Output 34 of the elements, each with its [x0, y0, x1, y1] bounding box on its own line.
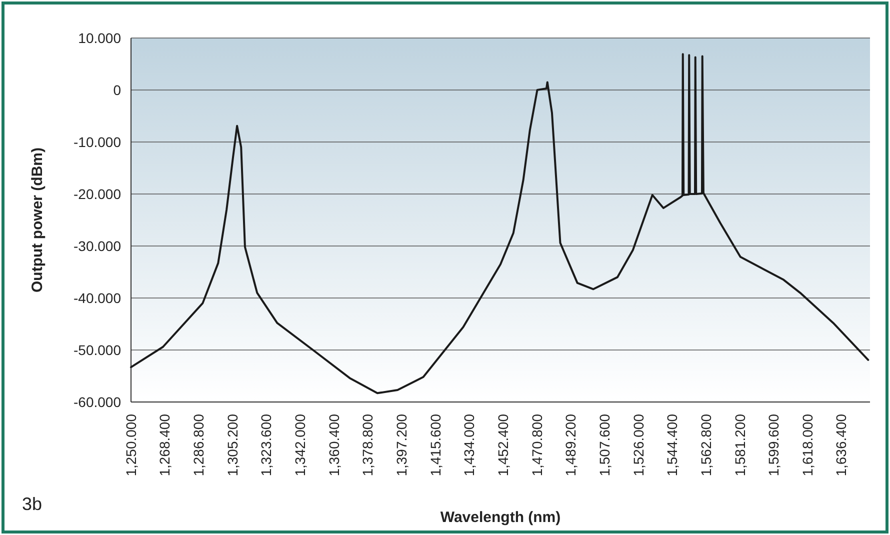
x-tick-label: 1,268.400 — [156, 414, 173, 476]
x-tick-label: 1,415.600 — [427, 414, 444, 476]
x-tick-label: 1,323.600 — [258, 414, 274, 476]
x-tick-label: 1,562.800 — [698, 414, 714, 476]
x-tick-label: 1,286.800 — [190, 414, 207, 476]
x-tick-label: 1,507.600 — [596, 414, 612, 476]
x-tick-label: 1,360.400 — [326, 414, 342, 476]
line-series — [130, 53, 870, 394]
x-tick-label: 1,618.000 — [799, 414, 816, 476]
x-tick-label: 1,581.200 — [732, 414, 748, 476]
text: 3b — [22, 494, 42, 514]
x-tick-label: 1,544.400 — [664, 414, 680, 476]
y-tick-label: 0 — [113, 82, 122, 98]
y-tick-label: -20.000 — [74, 186, 122, 202]
y-tick-label: -60.000 — [74, 394, 122, 410]
x-axis-title: Wavelength (nm) — [440, 509, 561, 526]
x-tick-label: 1,489.200 — [562, 414, 579, 476]
x-tick-label: 1,397.200 — [394, 414, 410, 476]
x-tick-label: 1,250.000 — [122, 414, 139, 476]
x-tick-label: 1,342.000 — [292, 414, 308, 476]
x-tick-label: 1,305.200 — [224, 414, 240, 476]
y-axis-title: Output power (dBm) — [29, 148, 46, 292]
y-tick-label: -50.000 — [74, 342, 122, 358]
x-tick-label: 1,434.000 — [461, 414, 478, 476]
y-tick-label: -40.000 — [74, 290, 122, 306]
x-tick-label: 1,599.600 — [766, 414, 782, 476]
x-tick-label: 1,378.800 — [360, 414, 376, 476]
x-tick-label: 1,452.400 — [494, 414, 511, 476]
x-tick-label: 1,470.800 — [528, 414, 545, 476]
x-tick-label: 1,636.400 — [833, 414, 850, 476]
y-tick-label: 10.000 — [78, 30, 122, 46]
y-tick-label: -30.000 — [74, 238, 122, 254]
x-tick-label: 1,526.000 — [630, 414, 646, 476]
y-tick-label: -10.000 — [74, 134, 122, 150]
